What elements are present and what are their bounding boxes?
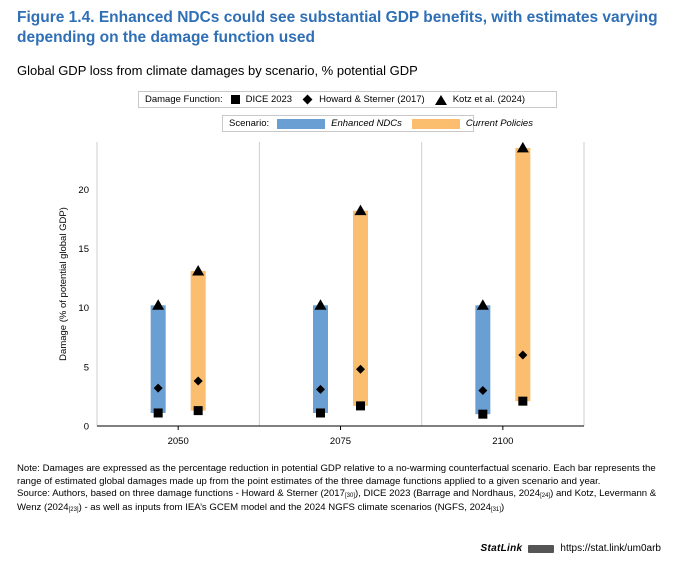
current-policies-swatch (411, 118, 460, 129)
dice-square-marker (518, 396, 528, 406)
legend-current-policies-label: Current Policies (465, 118, 533, 129)
range-bar (150, 305, 166, 413)
enhanced-ndcs-swatch (277, 118, 326, 129)
howard-diamond-marker (478, 386, 488, 395)
range-bar (515, 147, 531, 402)
dice-square-marker (153, 408, 163, 418)
figure-title: Figure 1.4. Enhanced NDCs could see subs… (17, 9, 658, 46)
gridlines (96, 142, 585, 426)
y-tick-label: 5 (84, 362, 89, 373)
statlink[interactable]: StatLink https://stat.link/um0arb (481, 543, 661, 554)
kotz-triangle-marker (192, 264, 205, 276)
dice-square-marker (478, 409, 488, 419)
range-bar (475, 305, 491, 415)
figure-notes: Note: Damages are expressed as the perce… (17, 463, 662, 515)
y-tick-label: 20 (78, 185, 89, 196)
y-tick-label: 0 (84, 422, 89, 433)
legend-item-dice: DICE 2023 (230, 94, 293, 105)
statlink-url[interactable]: https://stat.link/um0arb (560, 543, 661, 554)
howard-diamond-marker (193, 376, 203, 386)
kotz-triangle-marker (354, 204, 367, 216)
howard-diamond-marker (356, 364, 365, 374)
dice-square-marker (356, 401, 365, 411)
y-axis-title: Damage (% of potential global GDP) (58, 207, 69, 361)
howard-diamond-marker (518, 350, 528, 360)
triangle-marker-icon (434, 94, 447, 105)
howard-diamond-marker (153, 383, 163, 393)
dice-square-marker (316, 408, 325, 418)
note-text: Note: Damages are expressed as the perce… (17, 463, 656, 487)
x-tick-label: 2075 (330, 436, 351, 447)
legend-item-kotz: Kotz et al. (2024) (434, 94, 526, 105)
legend-howard-label: Howard & Sterner (2017) (319, 94, 425, 105)
legend-item-current-policies: Current Policies (411, 118, 533, 129)
axes: 0 5 10 15 20 2050 2075 2100 (78, 185, 584, 447)
statlink-logo: StatLink (480, 543, 523, 554)
damage-function-legend: Damage Function: DICE 2023 Howard & Ster… (138, 91, 557, 108)
scenario-label: Scenario: (229, 118, 270, 129)
range-bar (353, 210, 368, 406)
point-markers (152, 141, 529, 419)
range-bar (190, 270, 206, 411)
kotz-triangle-marker (476, 299, 489, 310)
legend-item-enhanced-ndcs: Enhanced NDCs (277, 118, 402, 129)
legend-item-howard: Howard & Sterner (2017) (302, 94, 425, 105)
source-text: Source: Authors, based on three damage f… (17, 488, 657, 513)
legend-kotz-label: Kotz et al. (2024) (452, 94, 526, 105)
y-tick-label: 15 (78, 244, 89, 255)
kotz-triangle-marker (314, 299, 327, 310)
legend-dice-label: DICE 2023 (245, 94, 293, 105)
chart-subtitle: Global GDP loss from climate damages by … (17, 63, 418, 78)
dice-square-marker (193, 406, 203, 416)
damage-function-label: Damage Function: (145, 94, 223, 105)
kotz-triangle-marker (152, 299, 165, 310)
legend-enhanced-ndcs-label: Enhanced NDCs (331, 118, 402, 129)
range-bar (313, 305, 328, 413)
y-tick-label: 10 (78, 303, 89, 314)
square-marker-icon (230, 95, 240, 104)
range-bar-chart: 0 5 10 15 20 2050 2075 2100 Damage (% of potent… (58, 141, 585, 447)
x-tick-label: 2050 (168, 436, 189, 447)
statlink-badge-icon (528, 544, 555, 553)
scenario-legend: Scenario: Enhanced NDCs Current Policies (222, 115, 533, 132)
range-bars (150, 147, 531, 415)
howard-diamond-marker (316, 384, 325, 394)
x-tick-label: 2100 (492, 436, 513, 447)
kotz-triangle-marker (516, 141, 529, 153)
